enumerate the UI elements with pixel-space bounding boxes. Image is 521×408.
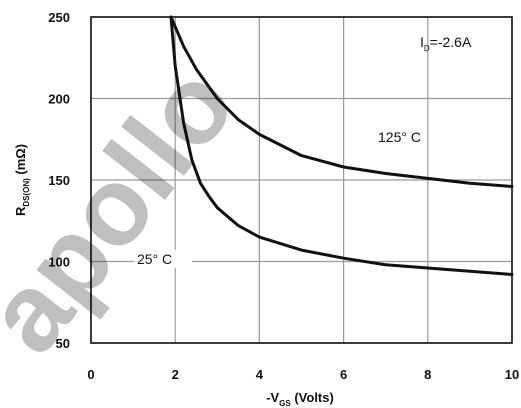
x-tick-label-3: 6 <box>340 367 347 382</box>
series-lines <box>169 15 514 276</box>
tick-labels: 0 2 4 6 8 10 50 100 150 200 250 <box>48 10 519 382</box>
x-tick-label-0: 0 <box>87 367 94 382</box>
series-label-125c: 125° C <box>378 129 421 145</box>
x-tick-label-1: 2 <box>172 367 179 382</box>
series-label-25c: 25° C <box>137 251 172 267</box>
y-tick-label-4: 250 <box>48 10 70 25</box>
y-tick-label-2: 150 <box>48 173 70 188</box>
plot-frame <box>90 16 513 344</box>
y-axis-label: RDS(ON) (mΩ) <box>13 144 31 216</box>
x-tick-label-4: 8 <box>424 367 431 382</box>
series-label-bg <box>134 250 192 268</box>
y-tick-label-0: 50 <box>56 336 70 351</box>
annotation-id: ID=-2.6A <box>420 34 472 53</box>
series-line-1 <box>169 15 514 276</box>
x-tick-label-2: 4 <box>256 367 264 382</box>
x-axis-label: -VGS (Volts) <box>266 390 334 408</box>
series-line-0 <box>169 15 514 188</box>
y-tick-label-3: 200 <box>48 92 70 107</box>
grid <box>90 16 513 344</box>
x-tick-label-5: 10 <box>505 367 519 382</box>
y-tick-label-1: 100 <box>48 255 70 270</box>
